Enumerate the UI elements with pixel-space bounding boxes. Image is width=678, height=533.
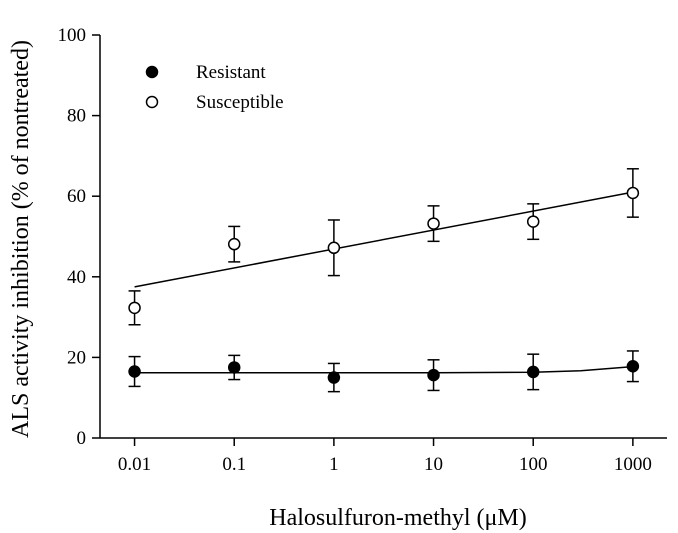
data-point-susceptible [227, 237, 241, 251]
x-tick-label: 0.1 [222, 454, 246, 475]
fit-lines [134, 191, 634, 374]
legend-label-resistant: Resistant [196, 62, 266, 83]
legend-marker-resistant [145, 65, 159, 79]
x-tick-label: 0.01 [118, 454, 151, 475]
y-tick-label: 80 [67, 106, 86, 127]
data-point-susceptible [427, 217, 440, 230]
data-point-resistant [227, 361, 241, 374]
x-tick-label: 10 [424, 454, 443, 475]
x-axis-label: Halosulfuron-methyl (μM) [269, 505, 526, 531]
data-point-resistant [128, 365, 141, 378]
x-tick-label: 100 [519, 454, 548, 475]
error-bars [128, 168, 639, 393]
data-point-susceptible [526, 215, 540, 228]
legend-label-susceptible: Susceptible [196, 92, 284, 113]
y-tick-label: 100 [58, 25, 87, 46]
y-tick-label: 40 [67, 267, 86, 288]
axes [99, 35, 667, 439]
data-point-resistant [626, 360, 640, 373]
ticks: 0 20 40 60 80 100 0.01 0.1 1 10 100 1000 [58, 25, 652, 475]
y-tick-label: 60 [67, 186, 86, 207]
fit-line-resistant [134, 365, 633, 374]
data-point-resistant [526, 365, 540, 379]
data-point-resistant [327, 371, 341, 384]
x-tick-label: 1 [329, 454, 339, 475]
data-point-susceptible [128, 301, 141, 315]
data-points [128, 186, 640, 384]
legend: Resistant Susceptible [145, 62, 284, 113]
x-tick-label: 1000 [614, 454, 652, 475]
y-tick-label: 0 [77, 428, 87, 449]
fit-line-susceptible [134, 191, 634, 288]
data-point-resistant [427, 368, 440, 382]
y-tick-label: 20 [67, 347, 86, 368]
y-axis-label: ALS activity inhibition (% of nontreated… [8, 40, 34, 438]
data-point-susceptible [327, 241, 341, 255]
data-point-susceptible [626, 186, 640, 200]
legend-marker-susceptible [145, 95, 159, 109]
